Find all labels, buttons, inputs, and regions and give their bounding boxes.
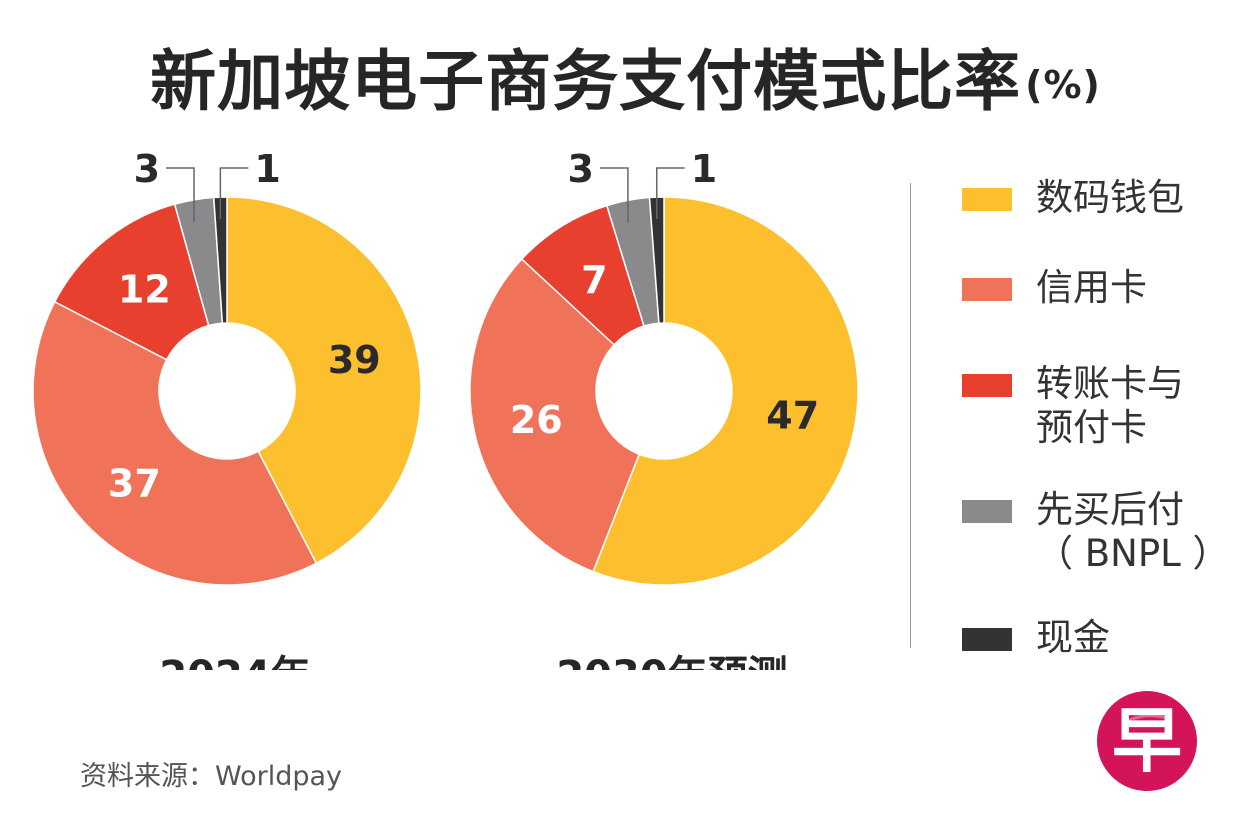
value-label-2030-bnpl: 3	[567, 150, 593, 191]
slice-2030-credit-card	[469, 257, 641, 573]
title-unit: (%)	[1025, 63, 1101, 107]
value-label-2030-debit-prepaid-card: 7	[581, 258, 607, 302]
leader-line-2030-bnpl	[599, 167, 629, 223]
slice-2030-cash	[648, 196, 665, 324]
slice-2024-credit-card	[32, 300, 318, 586]
legend-label-digital-wallet: 数码钱包	[1036, 176, 1184, 219]
zaobao-logo: 早	[1095, 689, 1199, 793]
chart-caption-2030: 2030年预测	[556, 653, 787, 670]
legend-label-debit-prepaid-card: 转账卡与 预付卡	[1036, 362, 1184, 449]
leader-line-2024-cash	[219, 167, 249, 220]
legend-label-bnpl: 先买后付 （ BNPL ）	[1036, 488, 1230, 575]
zaobao-logo-char: 早	[1112, 700, 1182, 782]
chart-caption-2024: 2024年	[159, 653, 310, 670]
chart-title-text: 新加坡电子商务支付模式比率	[150, 43, 1022, 120]
slice-2024-debit-prepaid-card	[53, 203, 210, 361]
leader-line-2024-bnpl	[166, 167, 195, 222]
zaobao-logo-circle	[1097, 691, 1197, 791]
value-label-2024-cash: 1	[254, 150, 280, 191]
legend-swatch-debit-prepaid-card	[962, 374, 1012, 397]
source-note: 资料来源：Worldpay	[80, 761, 343, 792]
slice-2030-digital-wallet	[592, 196, 859, 586]
legend-divider	[910, 183, 911, 648]
value-label-2030-credit-card: 26	[510, 398, 563, 442]
legend-swatch-cash	[962, 628, 1012, 651]
legend-label-credit-card: 信用卡	[1036, 266, 1147, 309]
legend-swatch-digital-wallet	[962, 188, 1012, 211]
slice-2024-cash	[212, 196, 228, 324]
slice-2024-digital-wallet	[226, 196, 422, 565]
value-label-2024-debit-prepaid-card: 12	[118, 267, 171, 311]
chart-title: 新加坡电子商务支付模式比率 (%)	[0, 28, 1251, 124]
value-label-2030-digital-wallet: 47	[766, 393, 819, 437]
value-label-2030-cash: 1	[691, 150, 717, 191]
value-label-2024-digital-wallet: 39	[328, 338, 381, 382]
legend-label-cash: 现金	[1036, 616, 1110, 659]
legend-swatch-credit-card	[962, 278, 1012, 301]
value-label-2024-bnpl: 3	[134, 150, 160, 191]
donut-charts: 39 37 12 3 1 2024年 47 26 7 3 1 2030年预测	[32, 150, 859, 670]
value-label-2024-credit-card: 37	[108, 462, 161, 506]
legend-swatch-bnpl	[962, 500, 1012, 523]
leader-line-2030-cash	[655, 167, 685, 220]
